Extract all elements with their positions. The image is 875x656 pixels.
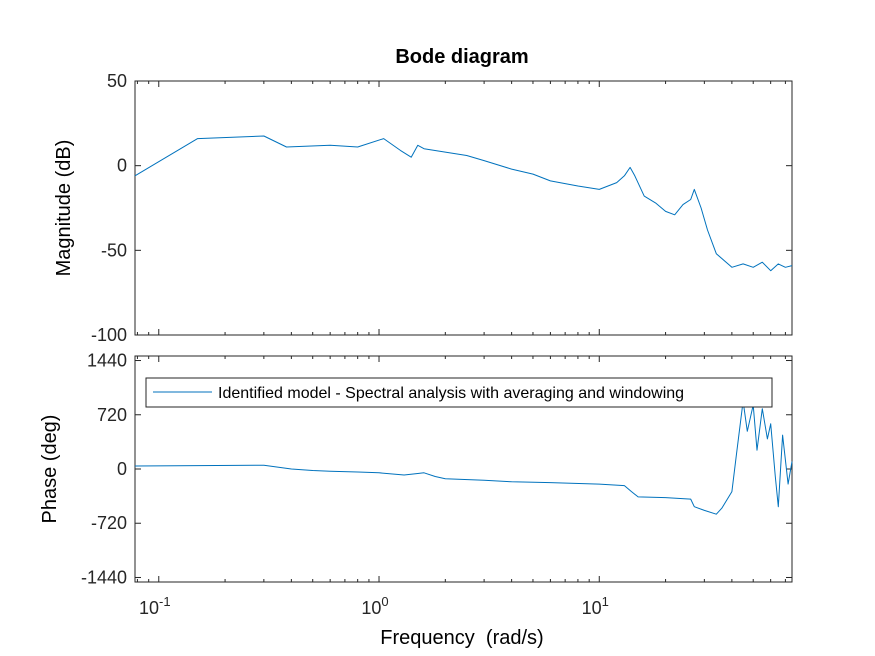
magnitude-axes-box xyxy=(134,80,793,336)
magnitude-ytick-label: 50 xyxy=(107,71,127,91)
frequency-xlabel: Frequency (rad/s) xyxy=(380,627,543,649)
magnitude-ylabel: Magnitude (dB) xyxy=(53,140,75,277)
magnitude-axes: 50 0 -50 -100 xyxy=(91,71,793,345)
legend-box xyxy=(145,377,773,408)
chart-title: Bode diagram xyxy=(395,46,528,68)
phase-ytick-label: -1440 xyxy=(81,567,127,587)
legend: Identified model - Spectral analysis wit… xyxy=(145,377,773,408)
magnitude-ytick-label: -100 xyxy=(91,325,127,345)
phase-ytick-label: 1440 xyxy=(87,351,127,371)
xtick-label-base: 10 xyxy=(582,598,602,618)
xtick-label-exponent: 0 xyxy=(381,594,388,609)
phase-ytick-label: 720 xyxy=(97,405,127,425)
xtick-label-exponent: -1 xyxy=(159,594,171,609)
phase-xtick-label: 100 xyxy=(361,594,388,618)
phase-ylabel: Phase (deg) xyxy=(39,415,61,524)
phase-ytick-label: 0 xyxy=(117,459,127,479)
xtick-label-base: 10 xyxy=(139,598,159,618)
xtick-label-base: 10 xyxy=(361,598,381,618)
phase-xtick-label: 10-1 xyxy=(139,594,171,618)
legend-entry: Identified model - Spectral analysis wit… xyxy=(218,385,684,402)
magnitude-series-line xyxy=(134,135,793,272)
magnitude-ticks: 50 0 -50 -100 xyxy=(91,71,792,345)
xtick-label-exponent: 1 xyxy=(602,594,609,609)
magnitude-ytick-label: -50 xyxy=(101,240,127,260)
phase-xtick-label: 101 xyxy=(582,594,609,618)
magnitude-ytick-label: 0 xyxy=(117,156,127,176)
phase-ytick-label: -720 xyxy=(91,513,127,533)
phase-series-line xyxy=(134,400,793,515)
